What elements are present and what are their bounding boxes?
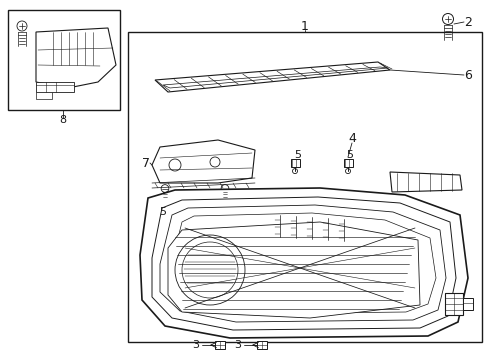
Bar: [445, 293, 463, 315]
Text: 2: 2: [464, 15, 472, 28]
Text: 5: 5: [294, 150, 301, 160]
Text: 5: 5: [160, 207, 167, 217]
Circle shape: [17, 21, 27, 31]
Polygon shape: [36, 28, 116, 88]
Bar: [36, 82, 74, 92]
Text: 6: 6: [464, 68, 472, 81]
Polygon shape: [140, 188, 468, 338]
Text: 7: 7: [142, 157, 150, 170]
Text: 5: 5: [346, 150, 353, 160]
Bar: [215, 341, 225, 349]
Text: 4: 4: [348, 131, 356, 144]
Bar: [343, 159, 352, 167]
Circle shape: [161, 185, 169, 192]
Circle shape: [442, 13, 454, 24]
Circle shape: [293, 168, 297, 174]
Bar: [36, 92, 52, 99]
Bar: [257, 341, 267, 349]
Text: 1: 1: [301, 19, 309, 32]
Polygon shape: [168, 222, 420, 318]
Bar: [163, 192, 168, 199]
Polygon shape: [152, 140, 255, 183]
Text: 3: 3: [235, 340, 242, 350]
Circle shape: [345, 168, 350, 174]
Circle shape: [221, 185, 229, 192]
Text: 8: 8: [59, 115, 67, 125]
Text: 3: 3: [193, 340, 199, 350]
Bar: [463, 298, 473, 310]
Polygon shape: [390, 172, 462, 192]
Bar: [8, 10, 120, 110]
Bar: [128, 32, 482, 342]
Bar: [291, 159, 299, 167]
Bar: [222, 192, 227, 199]
Polygon shape: [155, 62, 390, 92]
